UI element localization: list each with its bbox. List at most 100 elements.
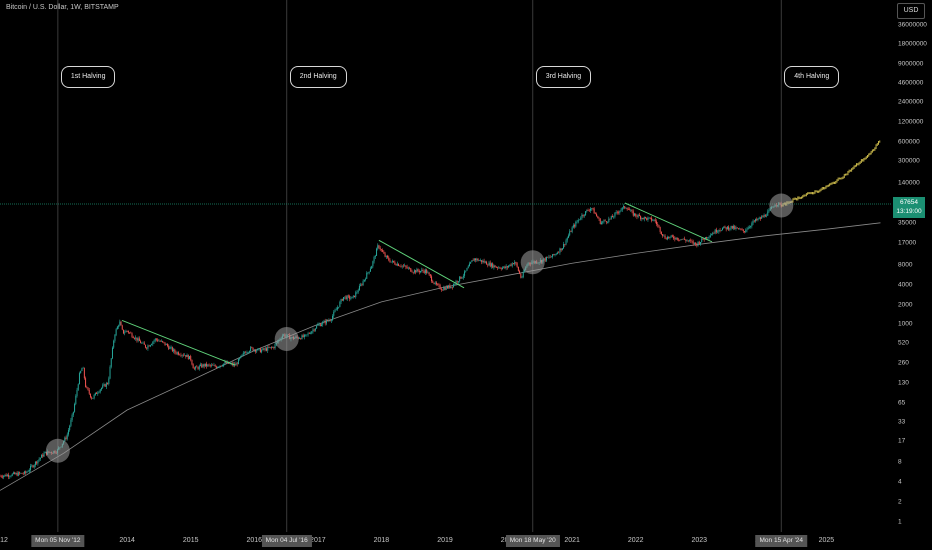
candle-body bbox=[761, 216, 763, 219]
projection-candle bbox=[805, 193, 807, 197]
candle-body bbox=[255, 349, 257, 352]
candle-body bbox=[752, 220, 754, 224]
candle-body bbox=[273, 347, 275, 349]
candle-body bbox=[482, 260, 484, 263]
candle-body bbox=[563, 244, 565, 249]
candle-body bbox=[618, 212, 620, 213]
candle-body bbox=[767, 211, 769, 216]
x-tick-label: 2017 bbox=[310, 537, 326, 544]
candle-body bbox=[473, 258, 475, 261]
candle-body bbox=[218, 366, 220, 368]
candle-body bbox=[328, 320, 330, 321]
candle-body bbox=[489, 262, 491, 267]
candle-body bbox=[402, 265, 404, 267]
candle-body bbox=[548, 256, 550, 258]
halving-markers bbox=[45, 193, 794, 463]
candle-body bbox=[142, 342, 144, 344]
x-tick-label: 2023 bbox=[691, 537, 708, 544]
candle-body bbox=[660, 231, 662, 235]
candle-body bbox=[389, 260, 391, 263]
candle-body bbox=[697, 241, 699, 246]
x-tick-label: 2016 bbox=[246, 537, 263, 544]
projection-candle bbox=[851, 168, 853, 172]
candle-body bbox=[516, 263, 518, 267]
projection-candle bbox=[811, 192, 813, 195]
candle-body bbox=[726, 226, 728, 230]
candle-body bbox=[213, 365, 215, 366]
candle-body bbox=[354, 295, 356, 298]
projection-candle bbox=[793, 197, 795, 200]
candle-body bbox=[346, 295, 348, 300]
candle-body bbox=[426, 269, 428, 274]
candle-body bbox=[684, 238, 686, 240]
candle-body bbox=[569, 231, 571, 236]
candle-body bbox=[157, 339, 159, 342]
candle-body bbox=[653, 219, 655, 221]
candle-body bbox=[70, 419, 72, 426]
candle-body bbox=[445, 286, 447, 290]
x-tick-label: 2025 bbox=[818, 537, 835, 544]
candle-body bbox=[104, 384, 106, 387]
candle-body bbox=[461, 277, 463, 279]
candle-body bbox=[654, 219, 656, 222]
candle-body bbox=[708, 237, 710, 238]
candle-body bbox=[523, 270, 525, 272]
candle-body bbox=[336, 307, 338, 310]
candle-body bbox=[195, 366, 197, 369]
candle-body bbox=[362, 281, 364, 285]
currency-button[interactable]: USD bbox=[897, 3, 925, 19]
candle-body bbox=[471, 260, 473, 263]
candle-body bbox=[713, 233, 715, 234]
candle-body bbox=[429, 274, 431, 277]
candle-body bbox=[609, 218, 611, 220]
candle-body bbox=[735, 227, 737, 229]
candle-body bbox=[80, 371, 82, 374]
candle-body bbox=[82, 367, 84, 369]
projection-candle bbox=[860, 159, 862, 163]
current-price-timer: 13:19:00 bbox=[896, 208, 922, 215]
candle-body bbox=[475, 258, 477, 261]
candle-body bbox=[478, 260, 480, 262]
y-tick-label: 2400000 bbox=[898, 98, 924, 106]
candle-body bbox=[593, 208, 595, 214]
candle-body bbox=[499, 267, 501, 269]
x-tick-label: 2022 bbox=[627, 537, 644, 544]
candle-body bbox=[626, 207, 628, 210]
candle-body bbox=[486, 261, 488, 265]
candle-body bbox=[210, 364, 212, 366]
projection-candle bbox=[799, 197, 801, 200]
candle-body bbox=[75, 395, 77, 405]
candle-body bbox=[722, 228, 724, 231]
projection-candle bbox=[845, 173, 846, 176]
candle-body bbox=[668, 236, 670, 239]
projection-candle bbox=[826, 185, 828, 188]
candle-body bbox=[700, 242, 702, 245]
candle-body bbox=[384, 253, 386, 257]
candle-body bbox=[642, 218, 644, 220]
candle-body bbox=[0, 475, 1, 477]
candle-body bbox=[746, 229, 748, 231]
candle-body bbox=[428, 272, 430, 275]
candle-body bbox=[439, 285, 441, 289]
candle-body bbox=[22, 473, 24, 475]
candle-body bbox=[734, 226, 736, 229]
candle-body bbox=[665, 238, 667, 240]
candle-body bbox=[605, 221, 607, 223]
candle-body bbox=[17, 472, 19, 476]
candle-body bbox=[435, 282, 437, 285]
candle-body bbox=[477, 258, 479, 261]
candle-body bbox=[235, 363, 237, 366]
candle-body bbox=[349, 296, 351, 299]
candle-body bbox=[222, 365, 223, 367]
candle-body bbox=[490, 263, 492, 267]
halving-label: 2nd Halving bbox=[289, 66, 347, 88]
candle-body bbox=[347, 295, 349, 297]
candle-body bbox=[357, 290, 359, 293]
candle-body bbox=[730, 225, 732, 229]
candle-body bbox=[318, 324, 320, 325]
projection-candle bbox=[835, 180, 837, 184]
candle-body bbox=[299, 338, 301, 339]
candle-body bbox=[427, 272, 429, 274]
support-curve bbox=[0, 222, 881, 491]
